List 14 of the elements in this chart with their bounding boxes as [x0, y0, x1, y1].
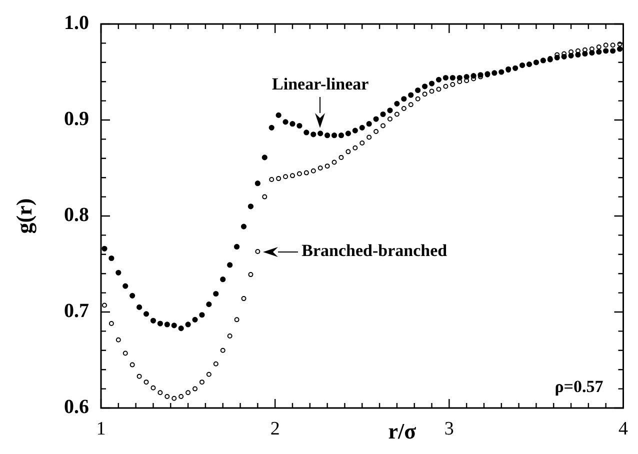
y-tick-label: 0.6 [64, 396, 89, 418]
y-axis-title: g(r) [12, 198, 37, 234]
x-tick-label: 3 [444, 418, 454, 440]
x-tick-label: 1 [96, 418, 106, 440]
y-tick-label: 1.0 [64, 12, 89, 34]
annotation: Linear-linear [272, 74, 370, 94]
annotation: ρ=0.57 [554, 376, 604, 396]
x-axis-title: r/σ [388, 418, 416, 444]
y-tick-label: 0.8 [64, 204, 89, 226]
annotation: Branched-branched [302, 240, 448, 260]
y-tick-label: 0.7 [64, 300, 89, 322]
x-tick-label: 2 [270, 418, 280, 440]
y-tick-label: 0.9 [64, 108, 89, 130]
x-tick-label: 4 [618, 418, 628, 440]
